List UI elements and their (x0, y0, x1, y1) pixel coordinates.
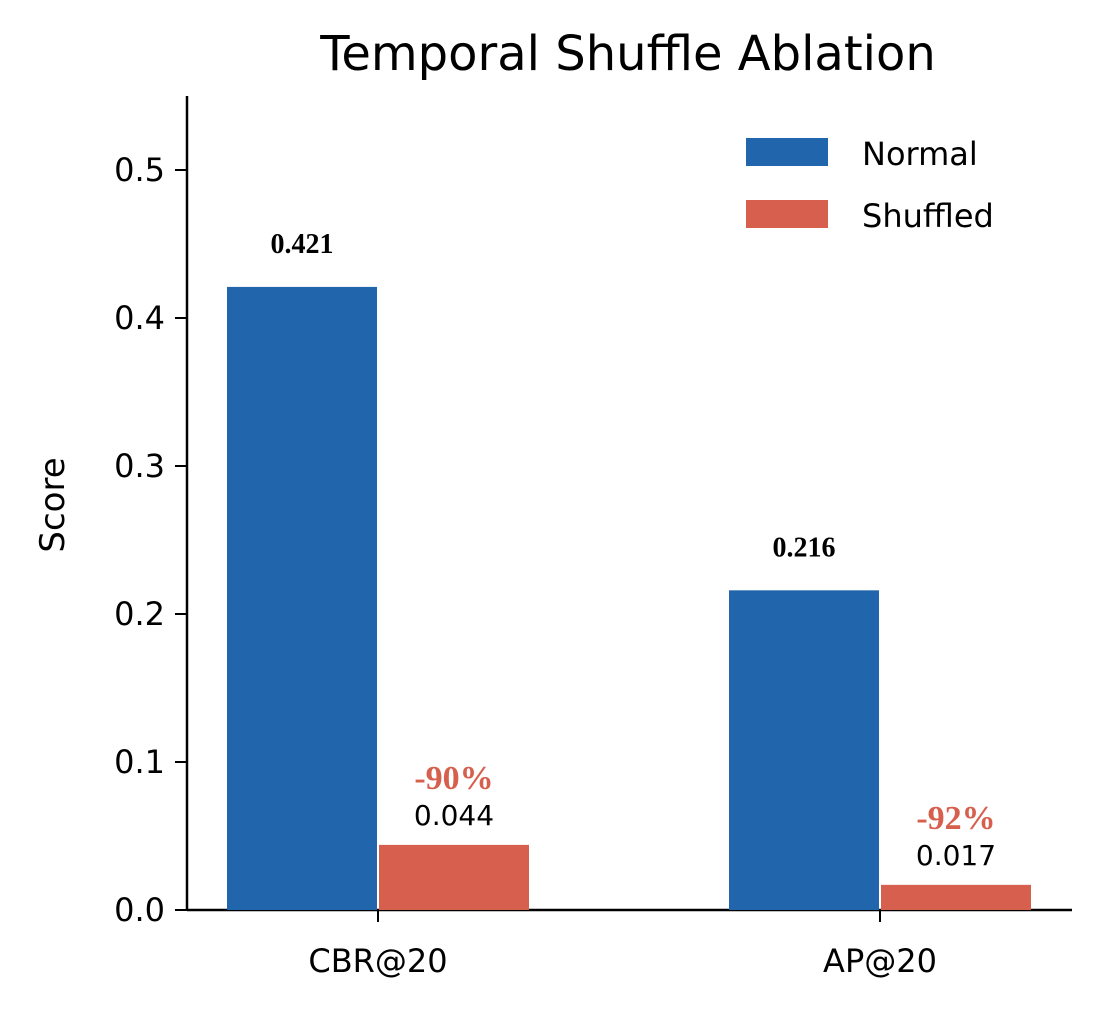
y-tick-label: 0.3 (114, 447, 165, 485)
legend-swatch-normal (746, 138, 828, 166)
chart-title: Temporal Shuffle Ablation (319, 26, 936, 82)
data-label-shuffled: 0.044 (414, 799, 494, 832)
change-label: -92% (916, 800, 995, 837)
x-tick-label: AP@20 (823, 942, 937, 980)
plot-area: 0.0 0.1 0.2 0.3 0.4 0.5 0.421 0.044-90% CBR@20 0.… (114, 96, 1072, 980)
bar-shuffled (379, 844, 529, 910)
legend-label-shuffled: Shuffled (862, 197, 994, 235)
y-tick-label: 0.5 (114, 151, 165, 189)
data-label-shuffled: 0.017 (916, 839, 996, 872)
change-label: -90% (414, 760, 493, 797)
legend: Normal Shuffled (746, 135, 994, 235)
bar-normal (729, 590, 879, 910)
y-axis-label: Score (33, 457, 73, 552)
bar-normal (227, 286, 377, 910)
bar-shuffled (881, 884, 1031, 910)
legend-swatch-shuffled (746, 200, 828, 228)
y-tick-label: 0.2 (114, 595, 165, 633)
data-label-normal: 0.421 (271, 229, 334, 260)
y-tick-label: 0.1 (114, 743, 165, 781)
y-tick-label: 0.4 (114, 299, 165, 337)
legend-label-normal: Normal (862, 135, 978, 173)
data-label-normal: 0.216 (773, 532, 836, 563)
x-tick-label: CBR@20 (308, 942, 447, 980)
y-tick-label: 0.0 (114, 891, 165, 929)
